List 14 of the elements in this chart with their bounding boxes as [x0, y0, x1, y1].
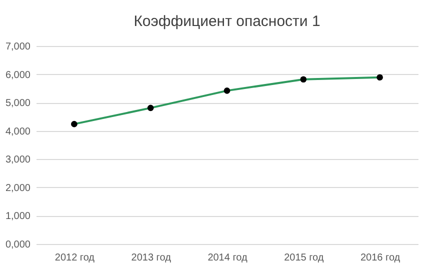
- y-tick-label: 6,000: [5, 70, 31, 81]
- y-tick-label: 4,000: [5, 126, 31, 138]
- y-tick-label: 1,000: [5, 211, 31, 222]
- chart-title: Коэффициент опасности 1: [134, 13, 320, 30]
- x-tick-label: 2014 год: [208, 252, 248, 264]
- x-tick-label: 2012 год: [54, 252, 95, 264]
- x-tick-label: 2015 год: [284, 252, 324, 264]
- x-tick-label: 2016 год: [360, 252, 400, 264]
- y-tick-label: 5,000: [5, 98, 31, 110]
- y-tick-label: 3,000: [5, 154, 31, 166]
- y-tick-label: 7,000: [5, 42, 31, 52]
- x-tick-label: 2013 год: [131, 252, 172, 264]
- y-tick-label: 2,000: [5, 182, 31, 194]
- y-tick-label: 0,000: [5, 240, 31, 250]
